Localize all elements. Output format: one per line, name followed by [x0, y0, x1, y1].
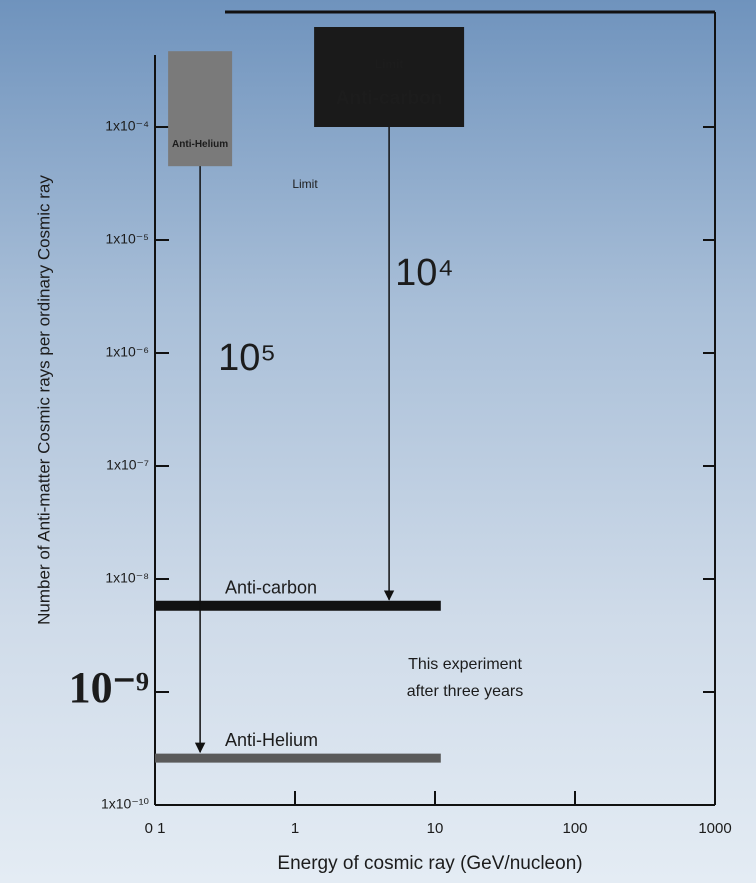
x-tick-label: 10 [427, 820, 444, 837]
limit-name: Anti-Helium [172, 139, 228, 150]
limit-name: Anti-carbon [336, 88, 443, 109]
limit-box [314, 27, 464, 127]
y-tick-label: 1x10⁻⁷ [106, 457, 149, 473]
annotation: Limit [292, 177, 318, 191]
factor-label: 10⁴ [395, 252, 454, 294]
y-axis-label: Number of Anti-matter Cosmic rays per or… [34, 175, 53, 625]
x-tick-label: 1 [291, 820, 299, 837]
x-tick-label: 1000 [698, 820, 731, 837]
annotation: This experiment [408, 656, 522, 673]
x-tick-label: 0 1 [145, 820, 166, 837]
annotation: after three years [407, 683, 524, 700]
x-tick-label: 100 [562, 820, 587, 837]
series-label: Anti-Helium [225, 730, 318, 750]
chart: Number of Anti-matter Cosmic rays per or… [0, 0, 756, 883]
page: Number of Anti-matter Cosmic rays per or… [0, 0, 756, 883]
x-axis-label: Energy of cosmic ray (GeV/nucleon) [277, 853, 582, 874]
y-tick-label: 1x10⁻⁶ [105, 344, 149, 360]
y-tick-label: 1x10⁻¹⁰ [101, 796, 149, 812]
factor-label: 10⁵ [218, 337, 276, 379]
limit-label: Limit [375, 57, 404, 71]
y-tick-label: 10⁻⁹ [69, 663, 149, 712]
y-tick-label: 1x10⁻⁵ [105, 231, 149, 247]
y-tick-label: 1x10⁻⁸ [105, 570, 149, 586]
series-label: Anti-carbon [225, 577, 317, 597]
y-tick-label: 1x10⁻⁴ [105, 118, 149, 134]
